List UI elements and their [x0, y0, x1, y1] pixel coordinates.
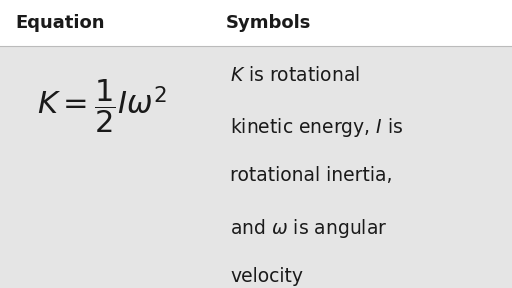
- Text: Equation: Equation: [15, 14, 105, 32]
- Text: Symbols: Symbols: [225, 14, 311, 32]
- Text: $K = \dfrac{1}{2}I\omega^2$: $K = \dfrac{1}{2}I\omega^2$: [37, 77, 167, 135]
- Text: velocity: velocity: [230, 267, 304, 286]
- FancyBboxPatch shape: [0, 0, 512, 46]
- Text: rotational inertia,: rotational inertia,: [230, 166, 393, 185]
- FancyBboxPatch shape: [0, 46, 512, 288]
- Text: $K$ is rotational: $K$ is rotational: [230, 66, 360, 85]
- Text: and $\omega$ is angular: and $\omega$ is angular: [230, 217, 388, 240]
- Text: kinetic energy, $I$ is: kinetic energy, $I$ is: [230, 116, 404, 139]
